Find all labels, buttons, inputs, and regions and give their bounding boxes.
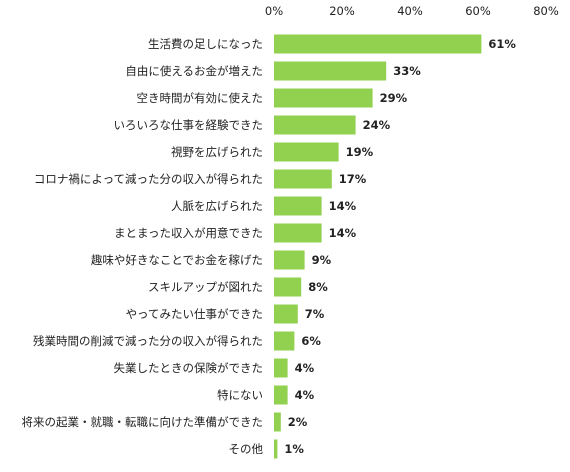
bar	[274, 412, 281, 432]
value-label: 14%	[329, 226, 357, 240]
category-label: 失業したときの保険ができた	[114, 361, 264, 375]
value-label: 4%	[295, 388, 315, 402]
x-tick-label: 60%	[465, 4, 491, 18]
bar	[274, 304, 298, 324]
category-label: 人脈を広げられた	[171, 199, 263, 213]
bar	[274, 34, 482, 54]
category-label: 将来の起業・就職・転職に向けた準備ができた	[22, 415, 264, 429]
bar	[274, 385, 288, 405]
category-label: 空き時間が有効に使えた	[137, 91, 264, 105]
value-label: 17%	[339, 172, 367, 186]
bar	[274, 88, 373, 108]
value-label: 8%	[308, 280, 328, 294]
x-axis-ticks: 0% 20% 40% 60% 80%	[265, 4, 559, 18]
value-label: 9%	[312, 253, 332, 267]
value-label: 6%	[301, 334, 321, 348]
value-label: 1%	[284, 442, 304, 456]
bar	[274, 250, 305, 270]
bar	[274, 142, 339, 162]
bar	[274, 358, 288, 378]
value-label: 14%	[329, 199, 357, 213]
bar	[274, 196, 322, 216]
bar	[274, 331, 295, 351]
value-label: 19%	[346, 145, 374, 159]
x-tick-label: 20%	[329, 4, 355, 18]
category-label: やってみたい仕事ができた	[126, 307, 263, 321]
bar	[274, 223, 322, 243]
category-label: いろいろな仕事を経験できた	[114, 118, 264, 132]
x-tick-label: 80%	[533, 4, 559, 18]
x-tick-label: 0%	[265, 4, 283, 18]
category-label: 自由に使えるお金が増えた	[125, 64, 263, 78]
category-labels: 生活費の足しになった自由に使えるお金が増えた空き時間が有効に使えたいろいろな仕事…	[22, 37, 264, 456]
bar	[274, 277, 302, 297]
value-label: 29%	[380, 91, 408, 105]
value-label: 33%	[393, 64, 421, 78]
category-label: スキルアップが図れた	[148, 280, 263, 294]
x-tick-label: 40%	[397, 4, 423, 18]
value-label: 4%	[295, 361, 315, 375]
category-label: 残業時間の削減で減った分の収入が得られた	[33, 334, 263, 348]
bar	[274, 169, 332, 189]
value-label: 24%	[363, 118, 391, 132]
bar	[274, 61, 387, 81]
value-label: 7%	[305, 307, 325, 321]
category-label: 趣味や好きなことでお金を稼げた	[91, 253, 263, 267]
category-label: 生活費の足しになった	[148, 37, 263, 51]
category-label: その他	[229, 442, 264, 456]
bar	[274, 115, 356, 135]
category-label: まとまった収入が用意できた	[114, 226, 263, 240]
category-label: 特にない	[217, 388, 263, 402]
value-labels: 61% 33% 29% 24% 19% 17% 14% 14% 9% 8% 7% 6% 4% 4% 2% 1%	[284, 37, 516, 456]
value-label: 2%	[288, 415, 308, 429]
category-label: コロナ禍によって減った分の収入が得られた	[34, 172, 263, 186]
bars	[274, 34, 482, 459]
category-label: 視野を広げられた	[171, 145, 263, 159]
value-label: 61%	[488, 37, 516, 51]
bar	[274, 439, 278, 459]
